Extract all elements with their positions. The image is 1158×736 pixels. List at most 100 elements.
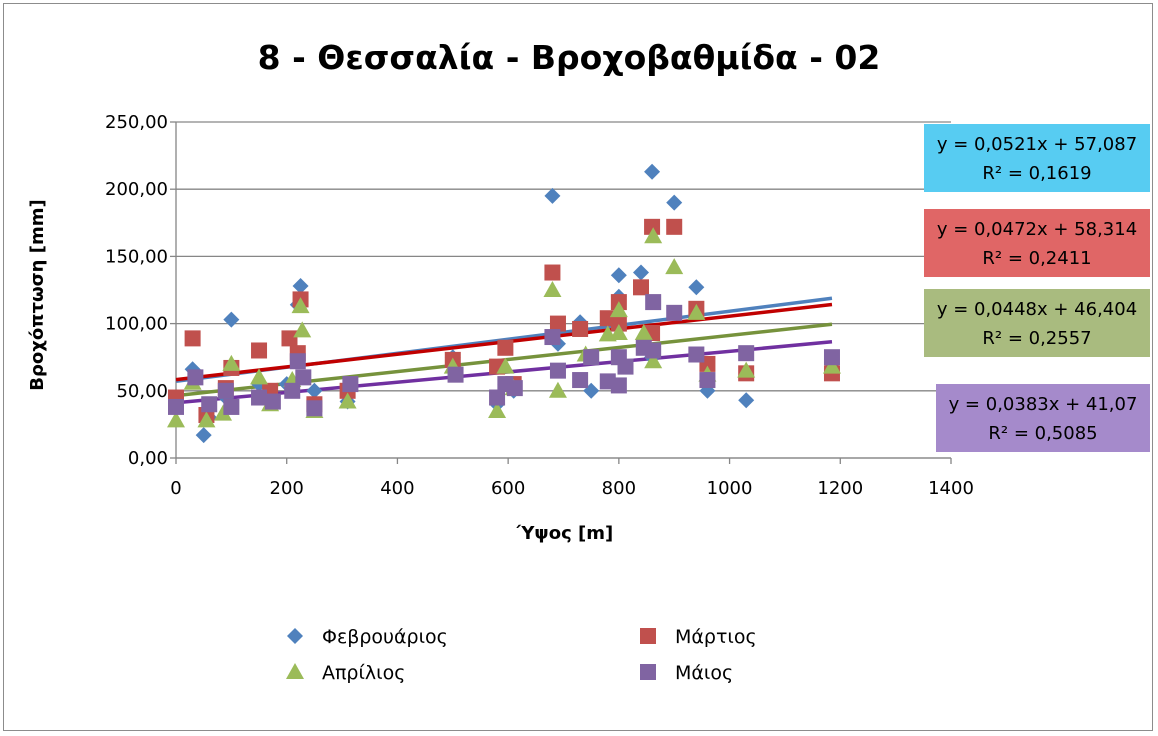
data-point-s3 (447, 366, 464, 383)
data-point-s1 (633, 279, 649, 296)
data-point-s3 (489, 389, 506, 406)
chart-svg: 8 - Θεσσαλία - Βροχοβαθμίδα - 02 0,00 50,… (27, 38, 1150, 684)
r2-text-s0: R² = 0,1619 (982, 163, 1091, 184)
data-point-s2 (293, 321, 312, 338)
data-point-s3 (583, 349, 600, 366)
data-point-s2 (687, 303, 706, 320)
data-point-s1 (572, 320, 589, 337)
x-tick-label: 400 (380, 478, 414, 499)
data-point-s0 (738, 392, 755, 409)
r2-text-s2: R² = 0,2557 (982, 328, 1091, 349)
data-point-s2 (737, 361, 756, 378)
y-tick-label: 0,00 (128, 448, 168, 469)
data-point-s3 (544, 329, 561, 346)
data-point-s0 (610, 267, 627, 284)
data-point-s3 (201, 396, 218, 413)
x-tick-label: 0 (170, 478, 181, 499)
x-axis-label: Ύψος [m] (516, 523, 613, 544)
data-point-s3 (289, 353, 306, 370)
legend-marker-s3 (640, 664, 656, 680)
data-point-s3 (610, 377, 627, 394)
y-tick-label: 100,00 (105, 314, 168, 335)
equation-text-s3: y = 0,0383x + 41,07 (949, 394, 1138, 415)
data-point-s2 (250, 368, 269, 385)
axis-layer: 0,00 50,00 100,00 150,00 200,00 250,00 0 200 400… (105, 112, 974, 499)
equation-text-s0: y = 0,0521x + 57,087 (937, 134, 1137, 155)
legend-label-s3: Μάιος (675, 662, 733, 684)
data-point-s3 (284, 382, 301, 399)
data-point-s3 (342, 376, 359, 393)
data-point-s0 (223, 311, 240, 328)
chart-frame: 8 - Θεσσαλία - Βροχοβαθμίδα - 02 0,00 50,… (3, 3, 1153, 731)
data-point-s1 (644, 218, 661, 235)
data-point-s2 (167, 411, 185, 428)
equation-box-s3 (936, 384, 1150, 452)
x-tick-label: 600 (491, 478, 525, 499)
x-tick-label: 800 (602, 478, 636, 499)
data-point-s3 (306, 400, 323, 417)
legend-label-s1: Μάρτιος (675, 626, 757, 648)
data-point-s2 (634, 324, 653, 341)
data-point-s1 (610, 315, 627, 332)
y-axis-label: Βροχόπτωση [mm] (27, 199, 48, 390)
equation-layer: y = 0,0521x + 57,087 R² = 0,1619 y = 0,047… (924, 124, 1150, 452)
data-point-s3 (264, 393, 281, 410)
data-point-s1 (184, 330, 201, 347)
data-point-s3 (699, 372, 716, 389)
equation-box-s2 (924, 289, 1150, 357)
chart-title: 8 - Θεσσαλία - Βροχοβαθμίδα - 02 (258, 38, 881, 77)
equation-text-s2: y = 0,0448x + 46,404 (937, 299, 1137, 320)
data-point-s3 (295, 369, 312, 386)
legend-marker-s1 (640, 628, 656, 644)
data-point-s2 (338, 392, 357, 409)
data-point-s3 (168, 398, 184, 415)
data-point-s1 (544, 264, 561, 281)
data-point-s2 (822, 357, 841, 374)
data-point-s3 (738, 345, 755, 362)
data-point-s3 (223, 398, 240, 415)
data-point-s3 (645, 294, 662, 311)
r2-text-s1: R² = 0,2411 (982, 248, 1091, 269)
data-point-s3 (217, 382, 234, 399)
legend: Φεβρουάριος Μάρτιος Απρίλιος Μάιος (286, 626, 757, 684)
legend-marker-s2 (286, 663, 304, 679)
data-point-s0 (292, 277, 309, 294)
data-point-s1 (549, 315, 566, 332)
data-point-s2 (222, 354, 241, 371)
data-point-s3 (688, 346, 705, 363)
data-point-s0 (644, 163, 661, 180)
data-point-s2 (609, 324, 628, 341)
data-point-s2 (214, 404, 233, 421)
equation-box-s0 (924, 124, 1150, 192)
data-point-s0 (544, 187, 561, 204)
data-point-s2 (548, 381, 567, 398)
data-point-s3 (645, 342, 662, 359)
y-tick-label: 200,00 (105, 179, 168, 200)
data-point-s0 (688, 279, 705, 296)
data-point-s2 (496, 357, 515, 374)
grid-layer (176, 121, 951, 459)
data-point-s2 (488, 401, 507, 418)
data-point-s1 (666, 218, 683, 235)
data-point-s3 (666, 304, 683, 321)
data-point-s3 (251, 389, 268, 406)
equation-text-s1: y = 0,0472x + 58,314 (937, 219, 1137, 240)
legend-label-s0: Φεβρουάριος (322, 626, 448, 648)
x-tick-label: 1400 (928, 478, 974, 499)
data-point-s3 (187, 369, 204, 386)
data-point-s3 (506, 380, 523, 397)
data-point-s3 (549, 362, 566, 379)
x-tick-label: 1200 (817, 478, 863, 499)
equation-box-s1 (924, 209, 1150, 277)
data-point-s3 (617, 358, 634, 375)
data-point-s2 (665, 258, 684, 275)
data-point-s1 (281, 330, 298, 347)
data-point-s3 (572, 372, 589, 389)
data-point-s0 (306, 382, 323, 399)
data-point-s2 (291, 297, 310, 314)
data-point-s2 (609, 301, 628, 318)
x-tick-label: 1000 (707, 478, 753, 499)
x-tick-label: 200 (270, 478, 304, 499)
data-point-s1 (251, 342, 268, 359)
point-layer (167, 163, 841, 444)
